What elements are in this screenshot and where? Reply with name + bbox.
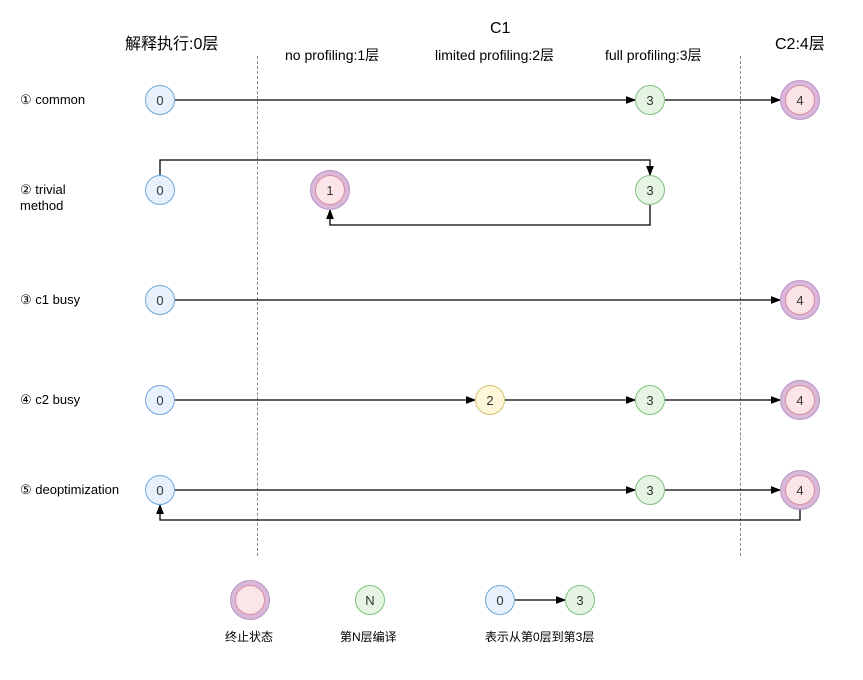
node-3: 3	[635, 85, 665, 115]
row-label: ③ c1 busy	[20, 292, 130, 308]
column-divider	[740, 56, 741, 556]
node-0: 0	[145, 285, 175, 315]
node-3: 3	[635, 475, 665, 505]
row-label: ④ c2 busy	[20, 392, 130, 408]
node-4: 4	[785, 475, 815, 505]
header-c1-sub3: full profiling:3层	[605, 45, 702, 65]
header-col0: 解释执行:0层	[125, 30, 218, 54]
legend-label-node: 第N层编译	[340, 628, 397, 645]
row-label: ⑤ deoptimization	[20, 482, 130, 498]
legend-label-terminal: 终止状态	[225, 628, 273, 645]
legend-node: N	[355, 585, 385, 615]
node-3: 3	[635, 385, 665, 415]
node-1: 1	[315, 175, 345, 205]
node-3: 3	[635, 175, 665, 205]
node-4: 4	[785, 385, 815, 415]
row-label: ① common	[20, 92, 130, 108]
node-0: 0	[145, 385, 175, 415]
legend-demo-to: 3	[565, 585, 595, 615]
legend-label-arrow: 表示从第0层到第3层	[485, 628, 594, 645]
header-col4: C2:4层	[775, 30, 825, 54]
row-label: ② trivial method	[20, 182, 130, 213]
node-2: 2	[475, 385, 505, 415]
header-c1: C1	[490, 20, 510, 38]
node-0: 0	[145, 175, 175, 205]
node-0: 0	[145, 85, 175, 115]
header-c1-sub2: limited profiling:2层	[435, 45, 554, 65]
legend-demo-from: 0	[485, 585, 515, 615]
column-divider	[257, 56, 258, 556]
header-c1-sub1: no profiling:1层	[285, 45, 379, 65]
node-0: 0	[145, 475, 175, 505]
node-4: 4	[785, 85, 815, 115]
node-4: 4	[785, 285, 815, 315]
legend-terminal	[235, 585, 265, 615]
